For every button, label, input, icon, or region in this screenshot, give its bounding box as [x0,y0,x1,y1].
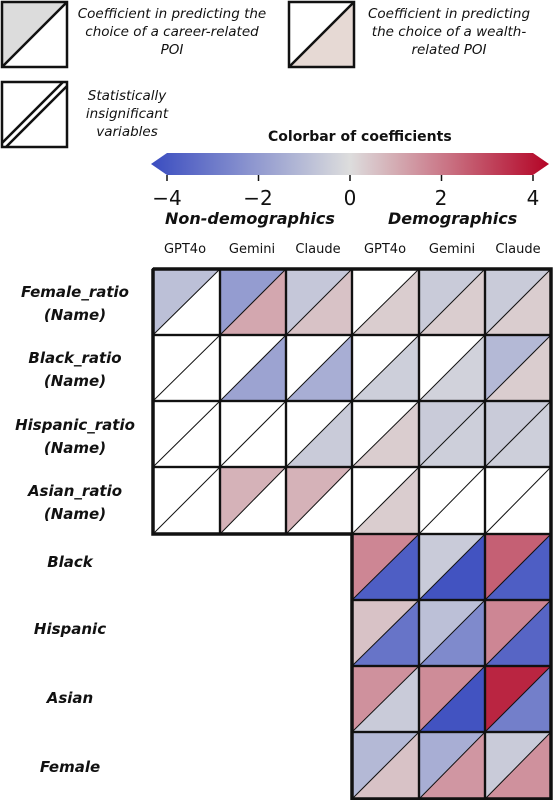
cell-diagonal [484,466,552,535]
colorbar [151,153,549,175]
cell-diagonal [351,268,420,336]
cell-diagonal [152,466,221,535]
row-label: Hispanic [33,620,107,638]
cell-diagonal [484,533,552,601]
section-demographics: Demographics [388,209,518,228]
cell-diagonal [418,599,486,667]
cell-diagonal [351,466,420,535]
legend-wealth-text: Coefficient in predicting the choice of … [367,6,531,58]
row-label: Female [39,758,101,776]
cell-diagonal [418,334,486,402]
row-label: Hispanic_ratio (Name) [15,416,135,458]
cell-diagonal [351,533,420,601]
cell-diagonal [351,731,420,800]
column-label: Gemini [428,242,476,257]
colorbar-tick-label: −4 [152,186,182,210]
cell-diagonal [418,400,486,468]
legend-wealth-icon-border [287,0,356,69]
colorbar-tick-label: 4 [526,186,540,210]
legend-career-text: Coefficient in predicting the choice of … [77,6,267,58]
cell-diagonal [351,665,420,733]
legend-insignificant-text: Statistically insignificant variables [85,88,169,140]
cell-diagonal [418,731,486,800]
legend-wealth-icon-diagonal [288,1,355,68]
cell-diagonal [418,268,486,336]
cell-diagonal [351,334,420,402]
cell-diagonal [285,268,353,336]
row-label: Asian [46,689,94,707]
colorbar-tick-label: 2 [434,186,448,210]
cell-diagonal [219,466,287,535]
section-non-demographics: Non-demographics [165,209,335,228]
column-label: GPT4o [363,242,407,257]
cell-diagonal [484,599,552,667]
legend-insignificant-icon-border [0,80,69,149]
legend-career-icon-border [0,0,69,69]
legend-insignificant-icon-diagonal [5,85,68,148]
cell-diagonal [418,665,486,733]
cell-diagonal [219,334,287,402]
row-label: Female_ratio (Name) [21,283,129,325]
colorbar-tick-label: −2 [243,186,273,210]
colorbar-tick-label: 0 [343,186,357,210]
cell-diagonal [484,268,552,336]
cell-diagonal [285,400,353,468]
cell-diagonal [285,334,353,402]
cell-diagonal [152,268,221,336]
row-label: Black [47,553,93,571]
cell-diagonal [418,533,486,601]
cell-diagonal [152,334,221,402]
row-label: Black_ratio (Name) [28,349,122,391]
cell-diagonal [219,400,287,468]
cell-diagonal [484,334,552,402]
cell-diagonal [152,400,221,468]
cell-diagonal [484,731,552,800]
heatmap-outline [151,267,553,801]
legend-insignificant-icon-lower [2,82,67,147]
row-label: Asian_ratio (Name) [27,482,123,524]
column-label: Gemini [228,242,276,257]
legend-insignificant-icon-diagonal [1,81,64,144]
cell-diagonal [219,268,287,336]
cell-diagonal [285,466,353,535]
cell-diagonal [351,599,420,667]
cell-diagonal [484,665,552,733]
cell-diagonal [351,400,420,468]
column-label: GPT4o [163,242,207,257]
legend-career-icon-diagonal [1,1,68,68]
cell-diagonal [484,400,552,468]
column-label: Claude [295,242,341,257]
column-label: Claude [495,242,541,257]
cell-diagonal [418,466,486,535]
colorbar-title: Colorbar of coefficients [268,129,452,145]
